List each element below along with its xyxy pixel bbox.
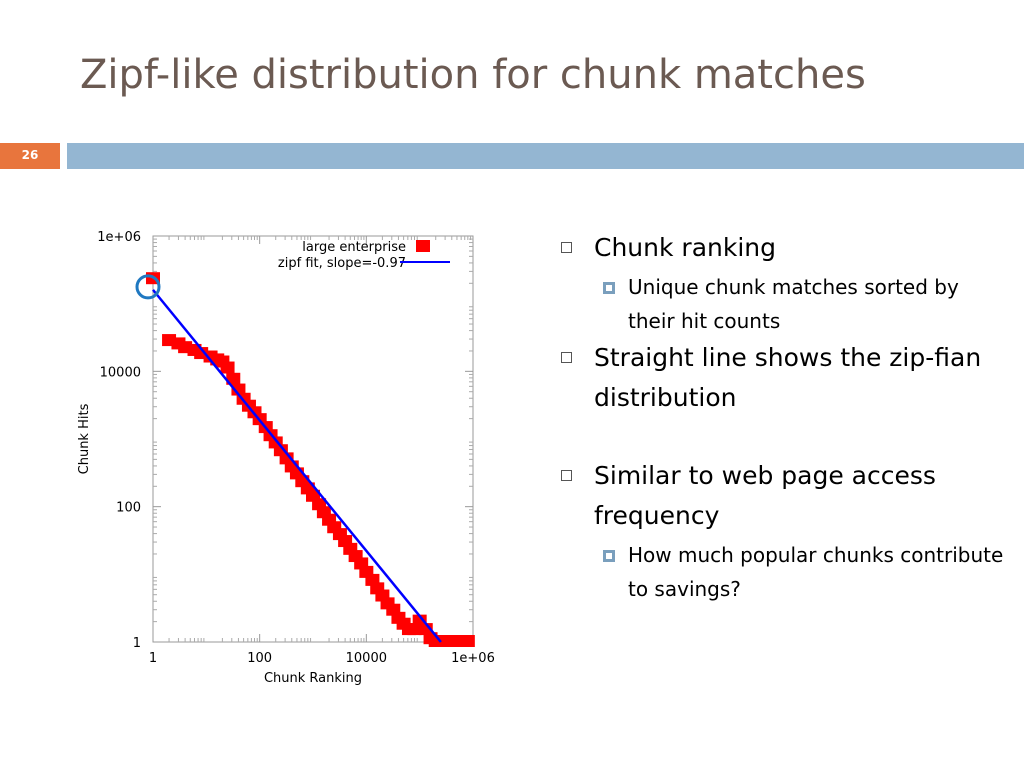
filled-square-bullet-icon — [603, 282, 615, 294]
y-tick-label: 1e+06 — [97, 230, 141, 245]
highlight-circle — [135, 274, 161, 300]
x-tick-labels: 1 100 10000 1e+06 — [149, 651, 495, 666]
hollow-square-bullet-icon — [561, 352, 572, 363]
legend-label-large-enterprise: large enterprise — [302, 240, 406, 255]
bullet-item: Similar to web page access frequency — [558, 456, 1008, 536]
fit-line-layer — [135, 274, 442, 643]
bullet-item: Unique chunk matches sorted by their hit… — [594, 270, 1008, 338]
legend-label-zipf-fit: zipf fit, slope=-0.97 — [278, 256, 406, 271]
bullet-text: Chunk ranking — [594, 233, 776, 262]
data-points — [146, 272, 475, 647]
x-axis-label: Chunk Ranking — [264, 671, 362, 686]
bullet-item: Chunk ranking — [558, 228, 1008, 268]
x-tick-label: 10000 — [346, 651, 387, 666]
header-accent-bar — [67, 143, 1024, 169]
legend-marker-large-enterprise — [416, 240, 430, 252]
bullet-text: Similar to web page access frequency — [594, 461, 936, 530]
legend: large enterprise zipf fit, slope=-0.97 — [278, 240, 450, 271]
bullet-text: Straight line shows the zip-fian distrib… — [594, 343, 982, 412]
zipf-chart: 1 100 10000 1e+06 1 100 10000 1e+06 large ente… — [77, 230, 495, 686]
x-tick-label: 1 — [149, 651, 157, 666]
hollow-square-bullet-icon — [561, 242, 572, 253]
data-point — [231, 383, 246, 396]
x-tick-label: 1e+06 — [451, 651, 495, 666]
y-tick-label: 1 — [133, 636, 141, 651]
data-point — [226, 372, 241, 385]
y-tick-label: 10000 — [100, 365, 141, 380]
filled-square-bullet-icon — [603, 550, 615, 562]
y-axis-label: Chunk Hits — [77, 403, 92, 474]
x-tick-label: 100 — [247, 651, 272, 666]
bullet-item: Straight line shows the zip-fian distrib… — [558, 338, 1008, 418]
plot-frame — [152, 235, 474, 643]
slide-title: Zipf-like distribution for chunk matches — [80, 52, 866, 98]
bullet-text: Unique chunk matches sorted by their hit… — [628, 275, 959, 333]
zipf-fit-line — [152, 289, 442, 643]
bullet-item: How much popular chunks contribute to sa… — [594, 538, 1008, 606]
bullet-list: Chunk ranking Unique chunk matches sorted… — [558, 228, 1008, 606]
slide-number-badge: 26 — [0, 143, 60, 169]
y-tick-labels: 1 100 10000 1e+06 — [97, 230, 141, 651]
data-point — [220, 361, 235, 374]
tick-marks — [152, 235, 474, 643]
bullet-text: How much popular chunks contribute to sa… — [628, 543, 1004, 601]
data-point — [460, 635, 475, 647]
y-tick-label: 100 — [116, 501, 141, 516]
hollow-square-bullet-icon — [561, 470, 572, 481]
